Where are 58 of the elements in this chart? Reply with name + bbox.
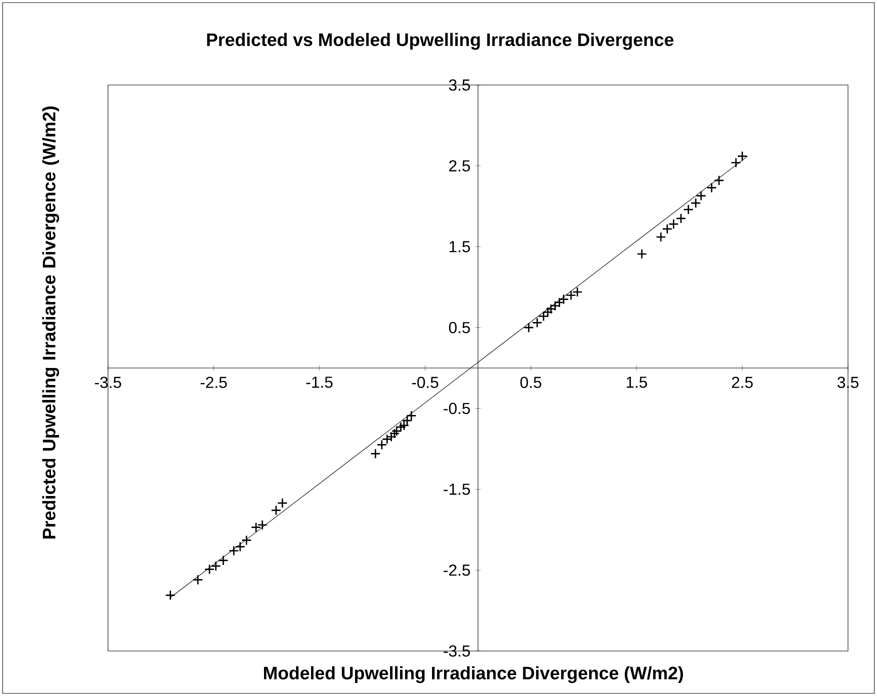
x-tick-label: 1.5 — [626, 376, 648, 388]
point — [668, 218, 679, 230]
point — [524, 322, 534, 333]
y-tick-label: 3.5 — [448, 79, 470, 91]
x-tick-label: -3.5 — [94, 376, 122, 388]
point — [398, 420, 410, 431]
y-tick-label: -1.5 — [444, 484, 470, 495]
point — [572, 286, 583, 298]
point — [204, 564, 215, 575]
x-tick-label: -1.5 — [306, 376, 333, 388]
point — [257, 520, 268, 530]
point — [683, 204, 694, 215]
x-axis-title: Modeled Upwelling Irradiance Divergence (W/m2) — [264, 666, 683, 684]
point — [391, 426, 402, 436]
point — [382, 434, 392, 444]
point — [730, 157, 742, 168]
point — [636, 248, 648, 260]
point — [737, 150, 748, 162]
chart-title: Predicted vs Modeled Upwelling Irradiance Divergence — [207, 32, 674, 50]
point — [389, 428, 400, 439]
y-tick-label: 0.5 — [449, 322, 470, 334]
point — [538, 311, 549, 322]
x-tick-label: -2.5 — [200, 376, 227, 388]
x-tick-label: 3.5 — [837, 376, 858, 388]
point — [192, 574, 204, 586]
y-tick-label: 2.5 — [449, 160, 470, 172]
point — [406, 410, 417, 421]
point — [241, 535, 252, 546]
y-tick-label: -3.5 — [444, 645, 470, 657]
point — [218, 555, 228, 566]
x-tick-label: 2.5 — [732, 376, 753, 388]
point — [662, 224, 672, 234]
y-axis-title: Predicted Upwelling Irradiance Divergence (W/m2) — [42, 106, 60, 539]
y-tick-label: -2.5 — [444, 564, 470, 576]
point — [542, 307, 553, 318]
y-tick-label: 1.5 — [450, 241, 470, 252]
point — [566, 290, 576, 300]
x-tick-label: 0.5 — [520, 376, 542, 388]
point — [656, 232, 666, 242]
point — [228, 546, 240, 556]
point — [690, 198, 701, 208]
point — [532, 318, 542, 328]
point — [210, 560, 222, 572]
x-tick-label: -0.5 — [412, 376, 438, 388]
point — [706, 182, 717, 193]
point — [376, 440, 388, 450]
point — [676, 213, 686, 224]
point — [250, 522, 262, 532]
point — [277, 498, 288, 508]
point — [386, 432, 397, 442]
point — [402, 415, 412, 426]
point — [270, 505, 282, 516]
point — [696, 190, 706, 201]
y-tick-label: -0.5 — [444, 402, 470, 414]
point — [714, 175, 724, 186]
point — [396, 422, 406, 432]
point — [370, 448, 381, 459]
point — [234, 541, 246, 552]
